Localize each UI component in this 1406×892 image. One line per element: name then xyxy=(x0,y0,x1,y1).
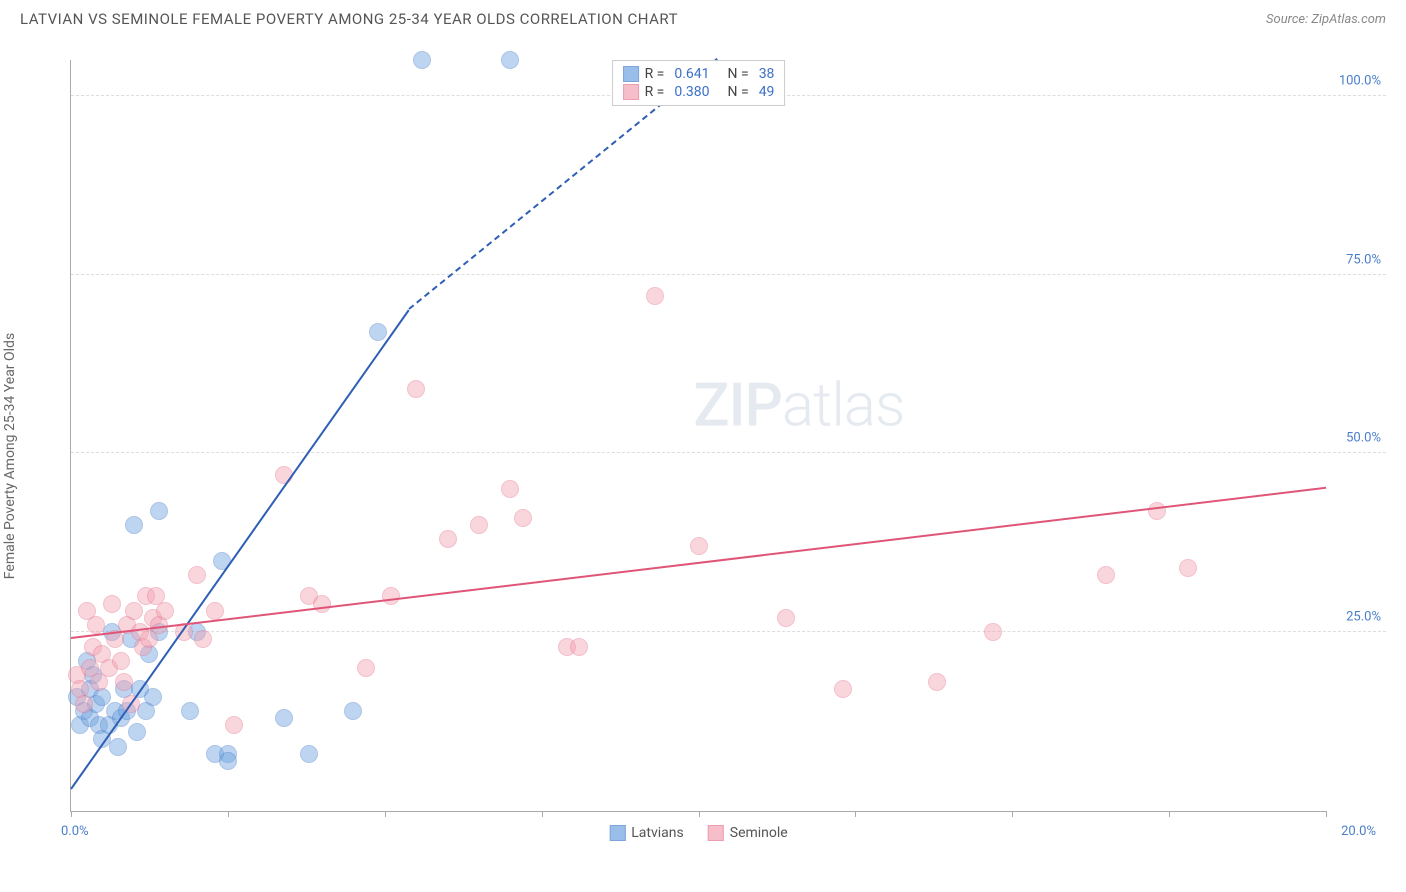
data-point xyxy=(275,709,293,727)
trend-line xyxy=(71,487,1326,639)
x-tick xyxy=(1326,811,1327,817)
x-tick xyxy=(1012,811,1013,817)
data-point xyxy=(646,287,664,305)
r-value-latvians: 0.641 xyxy=(674,66,709,82)
data-point xyxy=(115,673,133,691)
chart-container: Female Poverty Among 25-34 Year Olds ZIP… xyxy=(20,40,1386,872)
y-tick-label: 50.0% xyxy=(1346,431,1381,446)
data-point xyxy=(777,609,795,627)
legend-label-seminole: Seminole xyxy=(730,825,788,841)
source-credit: Source: ZipAtlas.com xyxy=(1266,12,1386,27)
x-tick xyxy=(542,811,543,817)
chart-title: LATVIAN VS SEMINOLE FEMALE POVERTY AMONG… xyxy=(20,10,678,28)
n-label: N = xyxy=(728,66,749,82)
data-point xyxy=(144,688,162,706)
data-point xyxy=(501,51,519,69)
legend-row-seminole: R = 0.380 N = 49 xyxy=(623,83,775,101)
data-point xyxy=(112,652,130,670)
series-legend: Latvians Seminole xyxy=(609,825,787,841)
data-point xyxy=(150,502,168,520)
data-point xyxy=(407,380,425,398)
data-point xyxy=(501,480,519,498)
data-point xyxy=(125,516,143,534)
swatch-seminole xyxy=(623,84,639,100)
legend-item-seminole: Seminole xyxy=(708,825,788,841)
data-point xyxy=(1179,559,1197,577)
watermark-atlas: atlas xyxy=(782,370,905,441)
n-value-latvians: 38 xyxy=(759,66,775,82)
data-point xyxy=(439,530,457,548)
legend-swatch-seminole xyxy=(708,825,724,841)
x-tick xyxy=(699,811,700,817)
data-point xyxy=(344,702,362,720)
watermark-zip: ZIP xyxy=(693,370,781,441)
watermark: ZIPatlas xyxy=(693,370,904,441)
plot-area: ZIPatlas R = 0.641 N = 38 R = 0.380 N = … xyxy=(70,60,1326,812)
data-point xyxy=(413,51,431,69)
gridline xyxy=(71,452,1386,453)
y-tick-label: 75.0% xyxy=(1346,252,1381,267)
data-point xyxy=(1097,566,1115,584)
data-point xyxy=(188,566,206,584)
data-point xyxy=(128,723,146,741)
data-point xyxy=(75,695,93,713)
data-point xyxy=(225,716,243,734)
x-tick xyxy=(1169,811,1170,817)
data-point xyxy=(109,738,127,756)
y-axis-label: Female Poverty Among 25-34 Year Olds xyxy=(2,333,18,579)
x-axis-max-label: 20.0% xyxy=(1341,824,1376,839)
legend-row-latvians: R = 0.641 N = 38 xyxy=(623,65,775,83)
r-label: R = xyxy=(645,66,665,82)
data-point xyxy=(87,616,105,634)
x-tick xyxy=(71,811,72,817)
data-point xyxy=(834,680,852,698)
data-point xyxy=(313,595,331,613)
data-point xyxy=(984,623,1002,641)
data-point xyxy=(382,587,400,605)
y-tick-label: 25.0% xyxy=(1346,610,1381,625)
data-point xyxy=(570,638,588,656)
data-point xyxy=(690,537,708,555)
data-point xyxy=(369,323,387,341)
n-value-seminole: 49 xyxy=(759,84,775,100)
data-point xyxy=(219,752,237,770)
x-tick xyxy=(855,811,856,817)
data-point xyxy=(514,509,532,527)
x-tick xyxy=(385,811,386,817)
r-value-seminole: 0.380 xyxy=(674,84,709,100)
data-point xyxy=(357,659,375,677)
n-label: N = xyxy=(728,84,749,100)
stats-legend: R = 0.641 N = 38 R = 0.380 N = 49 xyxy=(612,60,786,106)
data-point xyxy=(928,673,946,691)
r-label: R = xyxy=(645,84,665,100)
data-point xyxy=(156,602,174,620)
data-point xyxy=(181,702,199,720)
x-tick xyxy=(228,811,229,817)
legend-swatch-latvians xyxy=(609,825,625,841)
x-axis-min-label: 0.0% xyxy=(61,824,89,839)
data-point xyxy=(1148,502,1166,520)
data-point xyxy=(206,602,224,620)
swatch-latvians xyxy=(623,66,639,82)
data-point xyxy=(194,630,212,648)
gridline xyxy=(71,631,1386,632)
legend-item-latvians: Latvians xyxy=(609,825,684,841)
data-point xyxy=(103,595,121,613)
y-tick-label: 100.0% xyxy=(1339,73,1381,88)
data-point xyxy=(300,745,318,763)
data-point xyxy=(125,602,143,620)
data-point xyxy=(470,516,488,534)
legend-label-latvians: Latvians xyxy=(631,825,684,841)
gridline xyxy=(71,274,1386,275)
